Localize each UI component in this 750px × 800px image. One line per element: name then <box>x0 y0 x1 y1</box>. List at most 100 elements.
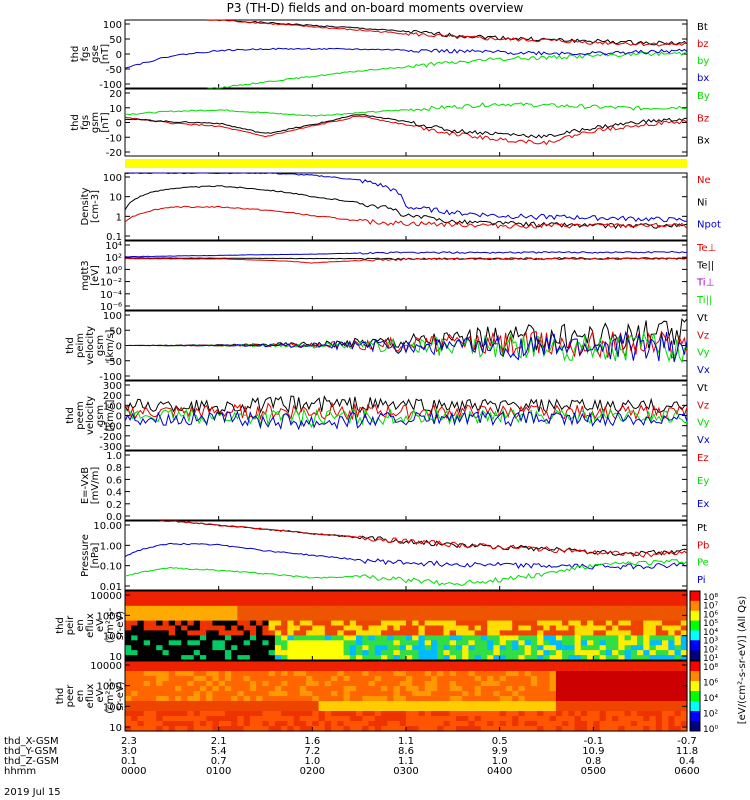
y-label-line: thd <box>70 114 81 131</box>
spectrogram-cell <box>518 686 526 692</box>
series-Ni <box>124 185 688 230</box>
spectrogram-cell <box>612 711 619 717</box>
spectrogram-cell <box>137 610 145 617</box>
spectrogram-cell <box>480 676 488 682</box>
spectrogram-cell <box>312 711 320 717</box>
spectrogram-cell <box>337 726 345 732</box>
spectrogram-cell <box>662 671 669 677</box>
spectrogram-cell <box>193 726 201 732</box>
spectrogram-cell <box>437 681 444 687</box>
spectrogram-cell <box>431 721 438 727</box>
series-Pt <box>158 520 688 557</box>
spectrogram-cell <box>612 635 619 641</box>
spectrogram-cell <box>680 655 688 661</box>
spectrogram-cell <box>324 595 332 602</box>
spectrogram-cell <box>381 711 388 717</box>
spectrogram-cell <box>249 671 257 677</box>
spectrogram-cell <box>381 615 388 622</box>
spectrogram-cell <box>262 615 270 622</box>
spectrogram-cell <box>412 701 419 707</box>
spectrogram-cell <box>637 671 644 677</box>
spectrogram-cell <box>137 671 145 677</box>
spectrogram-cell <box>412 711 419 717</box>
y-label-line: fgs <box>80 46 91 61</box>
spectrogram-cell <box>156 706 163 712</box>
spectrogram-cell <box>399 676 407 682</box>
spectrogram-cell <box>406 706 413 712</box>
spectrogram-cell <box>231 721 238 727</box>
spectrogram-cell <box>543 676 551 682</box>
spectrogram-cell <box>462 701 469 707</box>
spectrogram-cell <box>281 655 288 661</box>
spectrogram-cell <box>143 615 151 622</box>
spectrogram-cell <box>474 706 482 712</box>
spectrogram-cell <box>125 615 132 622</box>
spectrogram-cell <box>187 605 195 612</box>
y-tick-label: 0.6 <box>106 475 122 486</box>
spectrogram-cell <box>299 620 307 627</box>
spectrogram-cell <box>412 671 419 677</box>
spectrogram-cell <box>412 676 419 682</box>
spectrogram-cell <box>162 645 170 651</box>
spectrogram-cell <box>256 650 263 656</box>
spectrogram-cell <box>212 711 220 717</box>
spectrogram-cell <box>131 605 138 612</box>
spectrogram-cell <box>537 635 544 641</box>
spectrogram-cell <box>462 655 469 661</box>
spectrogram-cell <box>412 595 419 602</box>
spectrogram-cell <box>624 696 632 702</box>
spectrogram-cell <box>412 635 419 641</box>
spectrogram-cell <box>680 701 688 707</box>
spectrogram-cell <box>368 706 376 712</box>
spectrogram-cell <box>324 716 332 722</box>
spectrogram-cell <box>150 696 157 702</box>
spectrogram-cell <box>612 655 619 661</box>
spectrogram-cell <box>349 630 357 636</box>
spectrogram-cell <box>143 711 151 717</box>
spectrogram-cell <box>381 671 388 677</box>
spectrogram-cell <box>324 691 332 697</box>
spectrogram-cell <box>456 686 463 692</box>
y-label-line: thd <box>65 337 76 354</box>
spectrogram-cell <box>624 595 632 602</box>
spectrogram-cell <box>156 650 163 656</box>
spectrogram-cell <box>337 701 345 707</box>
spectrogram-cell <box>674 625 682 631</box>
spectrogram-cell <box>212 701 220 707</box>
ephemeris-value: 9.9 <box>492 746 508 757</box>
spectrogram-cell <box>624 691 632 697</box>
spectrogram-cell <box>281 610 288 617</box>
spectrogram-cell <box>668 625 676 631</box>
spectrogram-cell <box>206 605 213 612</box>
spectrogram-cell <box>268 650 276 656</box>
ephemeris-value: 1.1 <box>398 756 414 767</box>
spectrogram-cell <box>243 681 251 687</box>
spectrogram-cell <box>306 676 313 682</box>
spectrogram-cell <box>293 620 301 627</box>
spectrogram-cell <box>649 686 657 692</box>
spectrogram-cell <box>487 666 494 672</box>
spectrogram-cell <box>549 661 557 667</box>
spectrogram-cell <box>568 706 576 712</box>
spectrogram-cell <box>393 681 401 687</box>
spectrogram-cell <box>181 620 188 627</box>
spectrogram-cell <box>299 635 307 641</box>
spectrogram-cell <box>593 706 601 712</box>
spectrogram-cell <box>549 591 557 597</box>
spectrogram-cell <box>199 645 207 651</box>
spectrogram-cell <box>125 696 132 702</box>
spectrogram-cell <box>343 640 351 646</box>
spectrogram-cell <box>137 650 145 656</box>
spectrogram-cell <box>637 625 644 631</box>
spectrogram-cell <box>562 591 569 597</box>
spectrogram-cell <box>162 635 170 641</box>
spectrogram-cell <box>349 650 357 656</box>
spectrogram-cell <box>605 696 613 702</box>
spectrogram-cell <box>387 671 395 677</box>
spectrogram-cell <box>505 696 513 702</box>
spectrogram-cell <box>287 600 295 607</box>
spectrogram-cell <box>612 691 619 697</box>
spectrogram-cell <box>381 726 388 732</box>
spectrogram-cell <box>268 696 276 702</box>
